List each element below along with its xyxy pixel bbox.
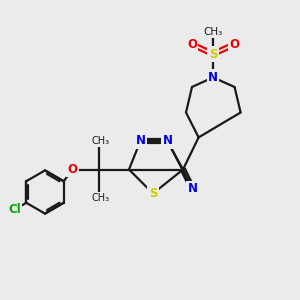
Text: CH₃: CH₃	[92, 136, 110, 146]
Text: N: N	[208, 71, 218, 84]
Text: O: O	[68, 163, 78, 176]
Text: O: O	[229, 38, 239, 51]
Text: S: S	[149, 187, 157, 200]
Text: O: O	[187, 38, 197, 51]
Text: N: N	[162, 134, 172, 148]
Text: S: S	[209, 47, 217, 61]
Text: Cl: Cl	[8, 203, 21, 216]
Text: CH₃: CH₃	[92, 193, 110, 202]
Text: N: N	[188, 182, 198, 196]
Text: CH₃: CH₃	[203, 27, 223, 38]
Text: N: N	[135, 134, 146, 148]
